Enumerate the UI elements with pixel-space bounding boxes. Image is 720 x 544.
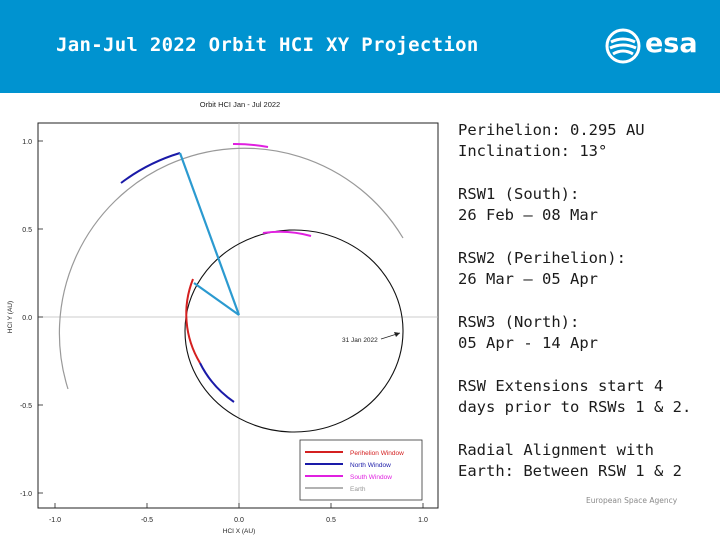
y-tick-label: -1.0: [20, 491, 32, 498]
info-item: RSW Extensions start 4 days prior to RSW…: [458, 377, 692, 416]
radial-alignment-line: [193, 282, 240, 316]
earth-orbit: [58, 147, 404, 390]
legend-label: North Window: [350, 462, 391, 469]
orbit-perihelion-window: [185, 278, 201, 364]
orbit-plot-svg: Orbit HCI Jan - Jul 2022 -1.0 -0.5 0.0 0…: [7, 100, 439, 535]
legend-label: Earth: [350, 486, 366, 493]
info-item: RSW2 (Perihelion): 26 Mar – 05 Apr: [458, 249, 626, 288]
esa-logo: esa: [605, 26, 705, 66]
info-item: RSW3 (North): 05 Apr - 14 Apr: [458, 313, 598, 352]
orbit-south-window: [262, 230, 312, 237]
earth-south-window: [232, 142, 269, 148]
orbit-plot: Orbit HCI Jan - Jul 2022 -1.0 -0.5 0.0 0…: [0, 93, 450, 540]
y-tick-label: -0.5: [20, 403, 32, 410]
legend: Perihelion Window North Window South Win…: [299, 439, 423, 501]
y-tick-label: 0.0: [22, 315, 32, 322]
y-tick-label: 1.0: [22, 139, 32, 146]
x-ticks: [54, 503, 424, 508]
info-item: Radial Alignment with Earth: Between RSW…: [458, 441, 682, 480]
x-tick-label: 0.0: [234, 517, 244, 524]
x-tick-label: -1.0: [49, 517, 61, 524]
x-tick-label: -0.5: [141, 517, 153, 524]
info-item: Perihelion: 0.295 AU Inclination: 13°: [458, 121, 645, 160]
page-title: Jan-Jul 2022 Orbit HCI XY Projection: [56, 34, 479, 56]
legend-label: South Window: [350, 474, 392, 481]
agency-name: European Space Agency: [586, 496, 678, 505]
info-item: RSW1 (South): 26 Feb – 08 Mar: [458, 185, 598, 224]
x-tick-label: 0.5: [326, 517, 336, 524]
x-tick-label: 1.0: [418, 517, 428, 524]
y-tick-label: 0.5: [22, 227, 32, 234]
orbit-north-window: [199, 362, 235, 403]
plot-title: Orbit HCI Jan - Jul 2022: [200, 100, 280, 109]
date-annotation: 31 Jan 2022: [342, 337, 378, 344]
header-bar: Jan-Jul 2022 Orbit HCI XY Projection esa: [0, 0, 720, 93]
y-ticks: [38, 140, 43, 494]
logo-text: esa: [645, 28, 698, 59]
plot-frame: [37, 122, 439, 509]
y-axis-label: HCI Y (AU): [7, 301, 14, 333]
x-axis-label: HCI X (AU): [223, 528, 256, 535]
info-panel: Perihelion: 0.295 AU Inclination: 13° RS…: [458, 120, 716, 504]
earth-north-window: [120, 152, 181, 184]
radial-alignment-line: [178, 152, 241, 316]
esa-swirl-icon: [605, 28, 641, 64]
legend-label: Perihelion Window: [350, 450, 404, 457]
spacecraft-orbit: [184, 229, 404, 433]
annotation-arrow-head: [394, 332, 400, 337]
